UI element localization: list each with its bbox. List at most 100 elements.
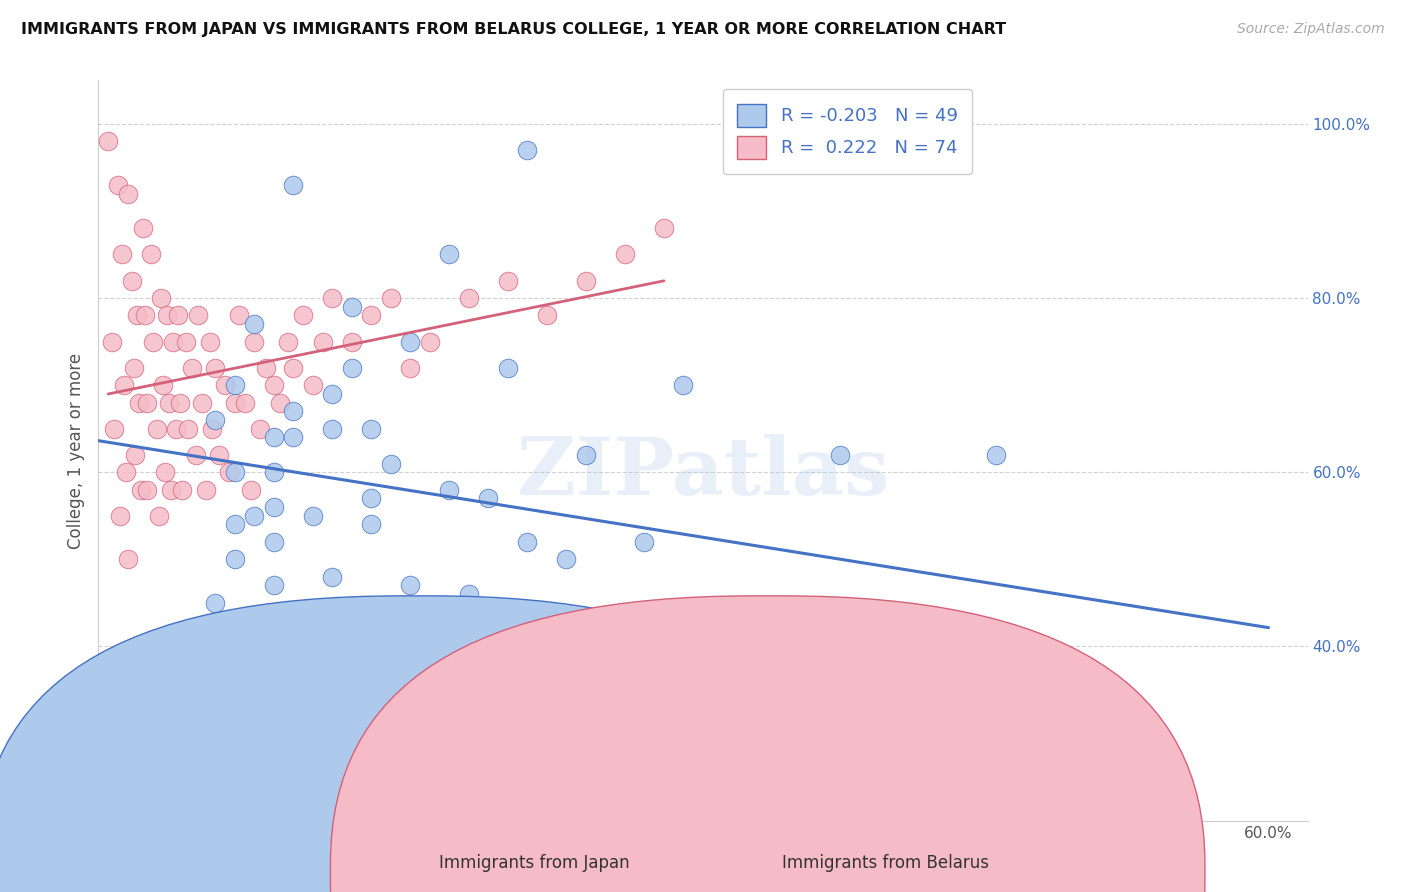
Point xyxy=(153,465,176,479)
Point xyxy=(111,247,134,261)
Point xyxy=(117,552,139,566)
Point xyxy=(124,448,146,462)
Point xyxy=(321,291,343,305)
Point xyxy=(131,483,153,497)
Point xyxy=(340,300,363,314)
Point xyxy=(198,334,221,349)
Y-axis label: College, 1 year or more: College, 1 year or more xyxy=(66,352,84,549)
Point xyxy=(1101,683,1123,698)
Point xyxy=(146,422,169,436)
Point xyxy=(731,718,754,732)
Point xyxy=(439,483,461,497)
Point xyxy=(107,178,129,192)
Point xyxy=(152,378,174,392)
Point xyxy=(283,404,305,418)
Point xyxy=(134,309,156,323)
Point xyxy=(239,483,262,497)
Point xyxy=(224,378,246,392)
Point xyxy=(263,500,285,514)
Point xyxy=(191,395,214,409)
Point xyxy=(321,761,343,775)
Point xyxy=(142,334,165,349)
Point xyxy=(283,360,305,375)
Point xyxy=(122,360,145,375)
Point xyxy=(121,274,143,288)
Point xyxy=(224,552,246,566)
Point xyxy=(112,378,135,392)
Point xyxy=(172,483,194,497)
Point xyxy=(614,247,637,261)
Point xyxy=(575,274,598,288)
Point xyxy=(224,395,246,409)
Point xyxy=(399,360,422,375)
Point xyxy=(263,735,285,749)
Point xyxy=(165,422,187,436)
Point xyxy=(277,334,299,349)
Point xyxy=(312,334,335,349)
Point xyxy=(595,718,617,732)
Point xyxy=(633,535,655,549)
Point xyxy=(224,465,246,479)
Point xyxy=(243,334,266,349)
Point xyxy=(302,378,325,392)
Point xyxy=(148,508,170,523)
Point xyxy=(575,448,598,462)
Point xyxy=(167,309,190,323)
Point xyxy=(187,309,209,323)
Point xyxy=(243,317,266,331)
Point xyxy=(136,483,159,497)
Point xyxy=(132,221,155,235)
Point xyxy=(263,378,285,392)
Point xyxy=(380,457,402,471)
Point xyxy=(162,334,184,349)
Point xyxy=(127,309,149,323)
Point xyxy=(439,674,461,689)
Point xyxy=(194,483,217,497)
Point xyxy=(169,395,191,409)
Point xyxy=(399,578,422,592)
Point xyxy=(128,395,150,409)
Point xyxy=(214,378,236,392)
Point xyxy=(174,334,197,349)
Point xyxy=(263,535,285,549)
Point xyxy=(477,491,499,506)
Point xyxy=(360,491,382,506)
Point xyxy=(159,483,181,497)
Point xyxy=(139,247,162,261)
Point xyxy=(321,422,343,436)
Point xyxy=(208,448,231,462)
Point xyxy=(263,430,285,444)
Legend: R = -0.203   N = 49, R =  0.222   N = 74: R = -0.203 N = 49, R = 0.222 N = 74 xyxy=(723,89,972,174)
Point xyxy=(907,657,929,671)
Text: Immigrants from Belarus: Immigrants from Belarus xyxy=(782,855,990,872)
Point xyxy=(97,134,120,148)
Point xyxy=(181,360,204,375)
Point xyxy=(204,596,226,610)
Point xyxy=(218,465,240,479)
Point xyxy=(243,508,266,523)
Point xyxy=(516,535,538,549)
Point xyxy=(149,291,172,305)
Point xyxy=(360,309,382,323)
Point xyxy=(769,683,792,698)
Point xyxy=(340,360,363,375)
Point xyxy=(536,309,558,323)
Point xyxy=(204,360,226,375)
Point xyxy=(496,360,519,375)
Point xyxy=(984,448,1007,462)
Point xyxy=(224,517,246,532)
Point xyxy=(321,570,343,584)
Point xyxy=(101,334,124,349)
Point xyxy=(439,247,461,261)
Point xyxy=(177,422,200,436)
Point xyxy=(103,422,125,436)
Point xyxy=(496,274,519,288)
Point xyxy=(516,143,538,157)
Point xyxy=(228,309,250,323)
Point xyxy=(108,508,131,523)
Point xyxy=(292,309,315,323)
Point xyxy=(360,517,382,532)
Point xyxy=(419,334,441,349)
Point xyxy=(269,395,291,409)
Point xyxy=(283,430,305,444)
